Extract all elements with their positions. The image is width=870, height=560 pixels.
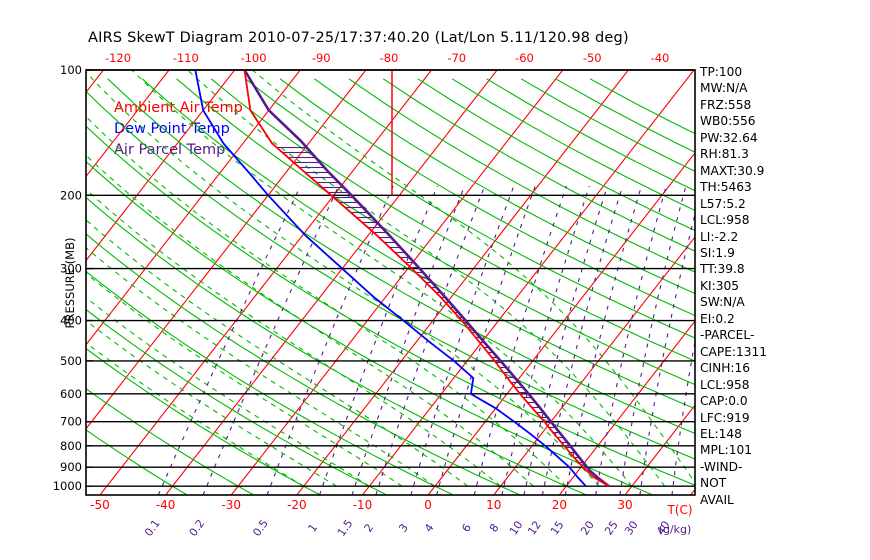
index-parcel: -PARCEL- bbox=[700, 328, 755, 343]
index-sw: SW:N/A bbox=[700, 295, 745, 310]
y-tick-700: 700 bbox=[60, 415, 82, 429]
index-si: SI:1.9 bbox=[700, 245, 735, 260]
x-top-tick--100: -100 bbox=[240, 51, 266, 65]
index-lcl2: LCL:958 bbox=[700, 377, 750, 392]
index-mpl: MPL:101 bbox=[700, 443, 753, 458]
index-th: TH:5463 bbox=[700, 180, 752, 195]
y-tick-800: 800 bbox=[60, 439, 82, 453]
index-not: NOT bbox=[700, 476, 727, 491]
index-tp: TP:100 bbox=[700, 65, 743, 79]
mixing-tick-8: 8 bbox=[487, 521, 502, 534]
x-top-tick--60: -60 bbox=[515, 51, 534, 65]
index-li: LI:-2.2 bbox=[700, 229, 739, 244]
x-tick-20: 20 bbox=[552, 498, 567, 512]
index-lfc: LFC:919 bbox=[700, 410, 750, 425]
x-tick-30: 30 bbox=[617, 498, 632, 512]
page-title: AIRS SkewT Diagram 2010-07-25/17:37:40.2… bbox=[88, 30, 629, 46]
index-lcl: LCL:958 bbox=[700, 213, 750, 228]
index-l57: L57:5.2 bbox=[700, 196, 746, 211]
background-grid-lines bbox=[86, 70, 695, 495]
index-ki: KI:305 bbox=[700, 278, 739, 293]
index-cinh: CINH:16 bbox=[700, 361, 750, 376]
mixing-tick-3: 3 bbox=[396, 521, 411, 534]
index-frz: FRZ:558 bbox=[700, 97, 752, 112]
x-tick--50: -50 bbox=[90, 498, 110, 512]
x-top-tick--90: -90 bbox=[312, 51, 331, 65]
mixing-tick-4: 4 bbox=[422, 521, 437, 534]
index-rh: RH:81.3 bbox=[700, 147, 749, 162]
legend-ambient-air-temp: Ambient Air Temp bbox=[114, 100, 243, 116]
mixing-tick-30: 30 bbox=[622, 519, 641, 538]
mixing-tick-10: 10 bbox=[507, 519, 526, 538]
x-top-tick--50: -50 bbox=[583, 51, 602, 65]
mixing-tick-6: 6 bbox=[459, 521, 474, 534]
x-axis-title: T(C) bbox=[666, 503, 692, 517]
index-mw: MW:N/A bbox=[700, 81, 748, 96]
mixing-tick-12: 12 bbox=[525, 519, 544, 538]
index-avail: AVAIL bbox=[700, 492, 734, 507]
mixing-tick-15: 15 bbox=[548, 519, 567, 538]
x-top-tick--40: -40 bbox=[651, 51, 670, 65]
indices-panel: TP:100 MW:N/A FRZ:558 WB0:556 PW:32.64 RH:81.… bbox=[700, 64, 860, 508]
sounding-curves bbox=[194, 70, 610, 488]
x-tick--20: -20 bbox=[287, 498, 307, 512]
mixing-tick-0.1: 0.1 bbox=[142, 517, 163, 539]
y-tick-500: 500 bbox=[60, 354, 82, 368]
y-tick-600: 600 bbox=[60, 387, 82, 401]
mixing-tick-20: 20 bbox=[578, 519, 597, 538]
legend-dew-point-temp: Dew Point Temp bbox=[114, 121, 230, 137]
y-tick-200: 200 bbox=[60, 188, 82, 202]
mixing-tick-0.2: 0.2 bbox=[187, 517, 208, 539]
x-tick-0: 0 bbox=[424, 498, 432, 512]
y-tick-1000: 1000 bbox=[53, 479, 82, 493]
x-tick--10: -10 bbox=[353, 498, 373, 512]
mixing-ratio-axis-title: (g/kg) bbox=[659, 523, 692, 536]
mixing-tick-1: 1 bbox=[306, 521, 321, 534]
y-tick-300: 300 bbox=[60, 262, 82, 276]
x-top-tick--70: -70 bbox=[447, 51, 466, 65]
index-wind: -WIND- bbox=[700, 459, 743, 474]
x-top-tick--120: -120 bbox=[105, 51, 131, 65]
index-cap: CAP:0.0 bbox=[700, 394, 748, 409]
index-wb0: WB0:556 bbox=[700, 114, 756, 129]
index-pw: PW:32.64 bbox=[700, 130, 758, 145]
index-el: EL:148 bbox=[700, 426, 742, 441]
y-axis-title: PRESSURE (MB) bbox=[63, 238, 77, 329]
index-ei: EI:0.2 bbox=[700, 311, 735, 326]
legend-air-parcel-temp: Air Parcel Temp bbox=[114, 142, 226, 158]
y-tick-100: 100 bbox=[60, 63, 82, 77]
y-tick-400: 400 bbox=[60, 314, 82, 328]
x-top-tick--80: -80 bbox=[380, 51, 399, 65]
index-tt: TT:39.8 bbox=[700, 262, 745, 277]
x-tick--30: -30 bbox=[221, 498, 241, 512]
mixing-tick-0.5: 0.5 bbox=[250, 517, 271, 539]
mixing-tick-2: 2 bbox=[362, 521, 377, 534]
index-maxt: MAXT:30.9 bbox=[700, 163, 765, 178]
x-tick--40: -40 bbox=[156, 498, 176, 512]
y-tick-900: 900 bbox=[60, 460, 82, 474]
mixing-tick-1.5: 1.5 bbox=[335, 517, 356, 539]
x-tick-10: 10 bbox=[486, 498, 501, 512]
isobar-lines bbox=[86, 69, 695, 487]
index-cape: CAPE:1311 bbox=[700, 344, 768, 359]
x-top-tick--110: -110 bbox=[173, 51, 199, 65]
mixing-tick-25: 25 bbox=[602, 519, 621, 538]
plot-frame bbox=[85, 69, 696, 496]
